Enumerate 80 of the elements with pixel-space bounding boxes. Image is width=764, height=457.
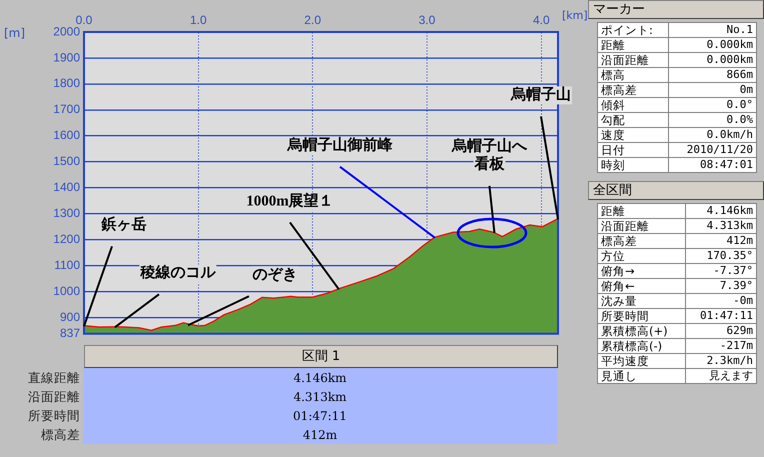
text: 日付 (598, 142, 668, 158)
text: 時刻 (598, 158, 668, 172)
text: 4.313km (685, 218, 756, 234)
text: 01:47:11 (685, 308, 756, 324)
annotation: のぞき (252, 267, 298, 284)
x-tick-label: 3.0 (418, 13, 436, 28)
text: 距離 (598, 38, 668, 52)
text: 0m (668, 82, 756, 98)
text: 速度 (598, 128, 668, 142)
text: 俯角→ (598, 264, 686, 278)
y-axis-title: [m] (4, 26, 26, 40)
y-tick-label: 1000 (53, 284, 80, 298)
annotation: 烏帽子山 (510, 86, 571, 104)
text: 0.000km (668, 38, 756, 52)
text: 直線距離 (27, 368, 81, 386)
text: 所要時間 (598, 308, 686, 324)
text: 01:47:11 (83, 406, 557, 425)
x-tick-label: 2.0 (304, 13, 322, 28)
text: 0.0° (668, 98, 756, 112)
text: -0m (685, 294, 756, 308)
y-tick-label: 837 (60, 326, 80, 340)
annotation: 1000m展望１ (246, 191, 334, 210)
text: -217m (685, 338, 756, 354)
text: 見えます (685, 368, 756, 384)
y-tick-label: 1600 (53, 128, 80, 142)
y-tick-label: 1700 (53, 102, 80, 116)
x-tick-label: 4.0 (532, 13, 550, 28)
text: 距離 (598, 204, 686, 218)
text: 俯角← (598, 278, 686, 294)
text: 傾斜 (598, 98, 668, 112)
text: 170.35° (685, 248, 756, 264)
x-tick-label: 1.0 (190, 13, 207, 28)
text: ポイント: (598, 22, 668, 38)
text: 412m (685, 234, 756, 248)
text: 629m (685, 324, 756, 338)
text: No.1 (668, 22, 756, 38)
text: 0.000km (668, 52, 756, 68)
text: 標高差 (598, 234, 686, 248)
text: -7.37° (685, 264, 756, 278)
annotation: 稜線のコル (139, 264, 216, 282)
annotation: 烏帽子山御前峰 (286, 136, 394, 154)
text: 見通し (598, 368, 686, 384)
text: 0.0% (668, 112, 756, 128)
y-tick-label: 1900 (53, 50, 80, 64)
text: 標高差 (598, 82, 668, 98)
x-axis-title: [km] (562, 8, 588, 22)
text: 沿面距離 (27, 388, 81, 406)
annotation: 烏帽子山へ看板 (450, 138, 528, 173)
text: 7.39° (685, 278, 756, 294)
y-tick-label: 1100 (54, 258, 80, 272)
text: 412m (83, 425, 557, 444)
text: 2010/11/20 (668, 142, 756, 158)
text: 沈み量 (598, 294, 686, 308)
text: 沿面距離 (598, 52, 668, 68)
y-tick-label: 1800 (53, 76, 80, 90)
text: 標高差 (40, 426, 81, 444)
text: 平均速度 (598, 354, 686, 368)
text: 方位 (598, 248, 686, 264)
text: 標高 (598, 68, 668, 82)
y-tick-label: 900 (60, 310, 80, 324)
text: 累積標高(+) (598, 324, 686, 338)
y-tick-label: 1500 (53, 154, 80, 168)
text: 0.0km/h (668, 128, 756, 142)
annotation: 鋲ヶ岳 (100, 216, 146, 234)
text: 累積標高(-) (598, 338, 686, 354)
y-tick-label: 1300 (53, 206, 80, 220)
text: 08:47:01 (668, 158, 756, 172)
text: 区間 1 (84, 345, 558, 368)
text: 4.146km (83, 368, 557, 387)
text: 4.146km (685, 204, 756, 218)
text: 4.313km (83, 387, 557, 406)
text: 所要時間 (27, 406, 81, 424)
text: マーカー (588, 0, 764, 19)
text: 全区間 (588, 181, 764, 200)
text: 866m (668, 68, 756, 82)
text: 勾配 (598, 112, 668, 128)
text: 2.3km/h (685, 354, 756, 368)
y-tick-label: 1400 (53, 180, 80, 194)
text: 沿面距離 (598, 218, 686, 234)
y-tick-label: 1200 (53, 232, 80, 246)
